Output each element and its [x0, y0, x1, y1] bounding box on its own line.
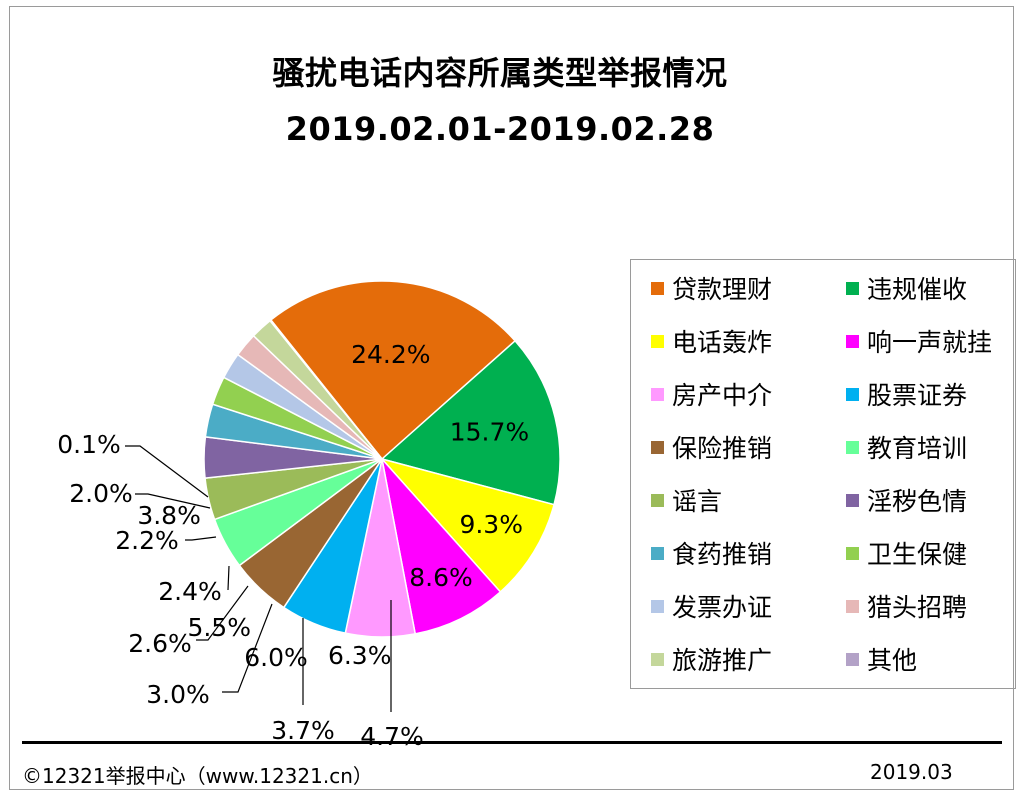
legend-label: 淫秽色情 — [867, 487, 968, 516]
slice-data-label: 15.7% — [450, 418, 529, 447]
legend-item: 发票办证 — [651, 588, 772, 624]
legend-swatch — [846, 334, 859, 348]
slice-data-label: 6.3% — [328, 641, 392, 670]
legend-swatch — [651, 387, 664, 401]
legend-item: 淫秽色情 — [846, 482, 967, 518]
leader-line — [125, 445, 209, 498]
legend-label: 其他 — [867, 646, 918, 675]
legend-label: 旅游推广 — [672, 646, 773, 675]
legend-label: 房产中介 — [672, 381, 773, 410]
pie-slice — [268, 318, 383, 460]
legend-label: 贷款理财 — [672, 275, 773, 304]
legend-swatch — [651, 599, 664, 613]
leader-line — [196, 585, 249, 641]
legend-item: 贷款理财 — [651, 270, 772, 306]
legend-item: 电话轰炸 — [651, 323, 772, 359]
footer-source: ©12321举报中心（www.12321.cn） — [22, 764, 373, 788]
leader-line — [222, 603, 273, 693]
legend-item: 保险推销 — [651, 429, 772, 465]
legend-item: 卫生保健 — [846, 535, 967, 571]
slice-data-label: 2.6% — [128, 629, 192, 658]
slice-data-label: 24.2% — [351, 340, 430, 369]
legend-item: 猎头招聘 — [846, 588, 967, 624]
chart-subtitle: 2019.02.01-2019.02.28 — [285, 110, 715, 148]
slice-data-label: 3.0% — [146, 680, 210, 709]
footer-date: 2019.03 — [870, 760, 953, 784]
legend-swatch — [846, 546, 859, 560]
footer-rule — [22, 741, 1002, 744]
legend-label: 猎头招聘 — [867, 593, 968, 622]
leader-line — [135, 493, 211, 509]
legend-swatch — [651, 281, 664, 295]
legend-swatch — [846, 652, 859, 666]
legend-swatch — [846, 599, 859, 613]
slice-data-label: 4.7% — [360, 722, 424, 751]
chart-legend: 贷款理财 违规催收电话轰炸 响一声就挂房产中介 股票证券保险推销 教育培训谣言 淫秽色情食… — [630, 259, 1016, 689]
legend-item: 其他 — [846, 641, 917, 677]
legend-label: 保险推销 — [672, 434, 773, 463]
legend-swatch — [846, 440, 859, 454]
legend-label: 卫生保健 — [867, 540, 968, 569]
legend-label: 谣言 — [672, 487, 723, 516]
slice-data-label: 2.2% — [115, 526, 179, 555]
legend-item: 教育培训 — [846, 429, 967, 465]
legend-label: 教育培训 — [867, 434, 968, 463]
legend-swatch — [651, 546, 664, 560]
legend-label: 响一声就挂 — [867, 328, 993, 357]
leader-line — [227, 565, 230, 591]
legend-item: 房产中介 — [651, 376, 772, 412]
legend-label: 发票办证 — [672, 593, 773, 622]
pie-slice — [380, 456, 502, 635]
chart-title: 骚扰电话内容所属类型举报情况 — [272, 54, 728, 92]
legend-item: 谣言 — [651, 482, 722, 518]
legend-item: 旅游推广 — [651, 641, 772, 677]
slice-data-label: 2.0% — [69, 479, 133, 508]
legend-swatch — [651, 440, 664, 454]
slice-data-label: 6.0% — [244, 643, 308, 672]
pie-slice — [380, 339, 561, 506]
pie-slice — [269, 280, 517, 461]
slice-data-label: 3.7% — [271, 716, 335, 745]
legend-swatch — [846, 493, 859, 507]
legend-label: 股票证券 — [867, 381, 968, 410]
legend-item: 股票证券 — [846, 376, 967, 412]
slice-data-label: 5.5% — [187, 613, 251, 642]
legend-swatch — [651, 493, 664, 507]
leader-line — [185, 536, 217, 541]
legend-item: 违规催收 — [846, 270, 967, 306]
legend-label: 电话轰炸 — [672, 328, 773, 357]
legend-item: 响一声就挂 — [846, 323, 992, 359]
legend-swatch — [651, 334, 664, 348]
slice-data-label: 9.3% — [459, 510, 523, 539]
pie-slice — [379, 457, 555, 593]
slice-data-label: 8.6% — [409, 563, 473, 592]
slice-data-label: 2.4% — [158, 577, 222, 606]
legend-label: 违规催收 — [867, 275, 968, 304]
legend-label: 食药推销 — [672, 540, 773, 569]
slice-data-label: 0.1% — [57, 430, 121, 459]
legend-swatch — [651, 652, 664, 666]
slice-data-label: 3.8% — [137, 501, 201, 530]
legend-item: 食药推销 — [651, 535, 772, 571]
legend-swatch — [846, 387, 859, 401]
legend-swatch — [846, 281, 859, 295]
chart-frame — [9, 6, 1014, 790]
